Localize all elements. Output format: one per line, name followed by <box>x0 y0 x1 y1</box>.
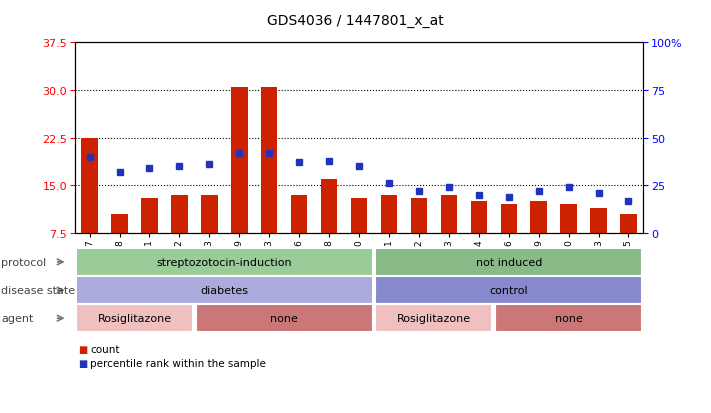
Bar <box>560 205 577 233</box>
Text: disease state: disease state <box>1 285 75 295</box>
Bar <box>351 199 368 233</box>
Bar <box>411 199 427 233</box>
Bar <box>171 195 188 233</box>
Text: diabetes: diabetes <box>201 285 248 295</box>
Text: none: none <box>555 313 582 323</box>
Text: none: none <box>270 313 298 323</box>
Bar <box>321 180 337 233</box>
Text: not induced: not induced <box>476 257 542 267</box>
Bar <box>620 214 637 233</box>
Text: ■: ■ <box>78 344 87 354</box>
Bar <box>381 195 397 233</box>
Bar <box>501 205 517 233</box>
Text: Rosiglitazone: Rosiglitazone <box>397 313 471 323</box>
Bar <box>471 202 487 233</box>
Bar <box>112 214 128 233</box>
Text: ■: ■ <box>78 358 87 368</box>
Bar <box>231 88 247 233</box>
Text: agent: agent <box>1 313 34 323</box>
Bar <box>261 88 277 233</box>
Bar <box>590 208 606 233</box>
Bar <box>441 195 457 233</box>
Text: protocol: protocol <box>1 257 47 267</box>
Text: count: count <box>90 344 119 354</box>
Bar <box>141 199 158 233</box>
Text: percentile rank within the sample: percentile rank within the sample <box>90 358 266 368</box>
Bar <box>291 195 307 233</box>
Text: Rosiglitazone: Rosiglitazone <box>97 313 171 323</box>
Text: control: control <box>489 285 528 295</box>
Bar <box>530 202 547 233</box>
Bar <box>81 138 98 233</box>
Text: streptozotocin-induction: streptozotocin-induction <box>156 257 292 267</box>
Bar <box>201 195 218 233</box>
Text: GDS4036 / 1447801_x_at: GDS4036 / 1447801_x_at <box>267 14 444 28</box>
